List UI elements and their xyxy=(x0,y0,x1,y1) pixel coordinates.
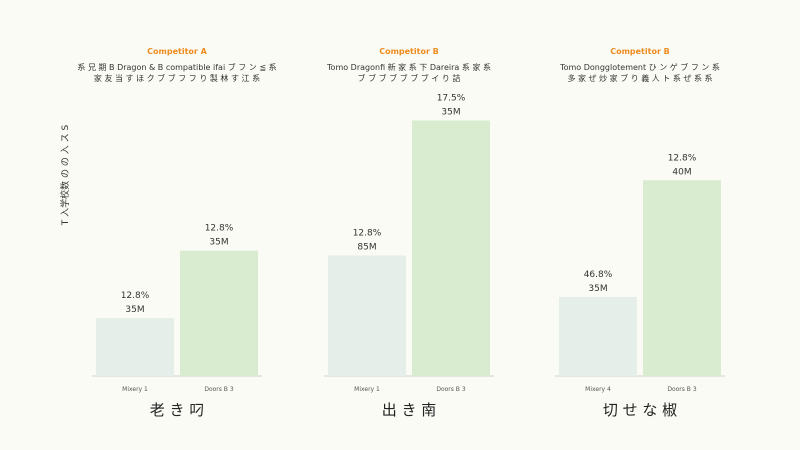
panel-footer-label: 出 き 南 xyxy=(382,401,437,419)
bar xyxy=(96,318,174,376)
bar xyxy=(559,296,637,376)
bar-label-value: 35M xyxy=(441,107,460,117)
panel-footer-label: 切 せ な 椒 xyxy=(603,401,677,419)
bar-label-pct: 12.8% xyxy=(121,291,150,301)
x-tick-label: Doors B 3 xyxy=(667,386,696,393)
panel-heading: Competitor A xyxy=(147,47,207,56)
panel-subtitle-line: Tomo Dongglotement ひ ン ゲ ブ フ ン 系 xyxy=(559,62,720,72)
bar-label-value: 35M xyxy=(588,284,607,294)
x-tick-label: Mixery 1 xyxy=(122,386,148,393)
bar-label-pct: 17.5% xyxy=(437,93,466,103)
x-tick-label: Mixery 4 xyxy=(585,386,611,393)
bar xyxy=(328,255,406,376)
panel-subtitle-line: ブ ブ ブ ブ ブ ブ ブ イ り 詰 xyxy=(358,73,461,83)
bar-label-value: 85M xyxy=(357,242,376,252)
x-tick-label: Mixery 1 xyxy=(354,386,380,393)
bar-label-value: 35M xyxy=(209,238,228,248)
panel-footer-label: 老 き 叼 xyxy=(150,401,205,419)
bar-label-pct: 12.8% xyxy=(205,224,234,234)
panel-subtitle-line: 系 兄 期 B Dragon & B compatible ifai ブ フ ン… xyxy=(77,62,276,72)
x-tick-label: Doors B 3 xyxy=(204,386,233,393)
panel-subtitle-line: 家 友 当 す ほ ク ブ ブ フ フ り 製 林 す 江 系 xyxy=(94,73,260,83)
bar xyxy=(412,120,490,376)
bar xyxy=(643,180,721,376)
panel-subtitle-line: 多 家 ぜ 炒 家 ブ り 義 人 ト 系 ぜ 系 系 xyxy=(567,73,712,83)
bar-label-pct: 46.8% xyxy=(584,270,613,280)
bar-label-pct: 12.8% xyxy=(353,228,382,238)
x-tick-label: Doors B 3 xyxy=(436,386,465,393)
panel-heading: Competitor B xyxy=(610,47,670,56)
y-axis-label: T 入学校数 の の 入 ス S xyxy=(59,125,71,227)
bar-label-value: 40M xyxy=(672,167,691,177)
panel-subtitle-line: Tomo Dragonfi 新 家 系 下 Dareira 系 家 系 xyxy=(326,62,491,72)
bar-label-pct: 12.8% xyxy=(668,153,697,163)
panel-heading: Competitor B xyxy=(379,47,439,56)
bar xyxy=(180,250,258,376)
bar-label-value: 35M xyxy=(125,305,144,315)
